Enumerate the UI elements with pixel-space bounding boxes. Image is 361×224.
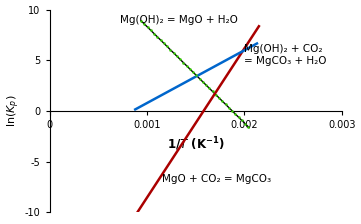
Text: MgO + CO₂ = MgCO₃: MgO + CO₂ = MgCO₃ bbox=[161, 174, 271, 184]
X-axis label: $\mathbf{1/}$$\mathbf{\mathit{T}}$ $\mathbf{(K^{-1})}$: $\mathbf{1/}$$\mathbf{\mathit{T}}$ $\mat… bbox=[167, 136, 225, 153]
Y-axis label: ln($K_p$): ln($K_p$) bbox=[5, 95, 22, 127]
Text: Mg(OH)₂ + CO₂
= MgCO₃ + H₂O: Mg(OH)₂ + CO₂ = MgCO₃ + H₂O bbox=[244, 44, 327, 66]
Text: Mg(OH)₂ = MgO + H₂O: Mg(OH)₂ = MgO + H₂O bbox=[119, 15, 238, 25]
